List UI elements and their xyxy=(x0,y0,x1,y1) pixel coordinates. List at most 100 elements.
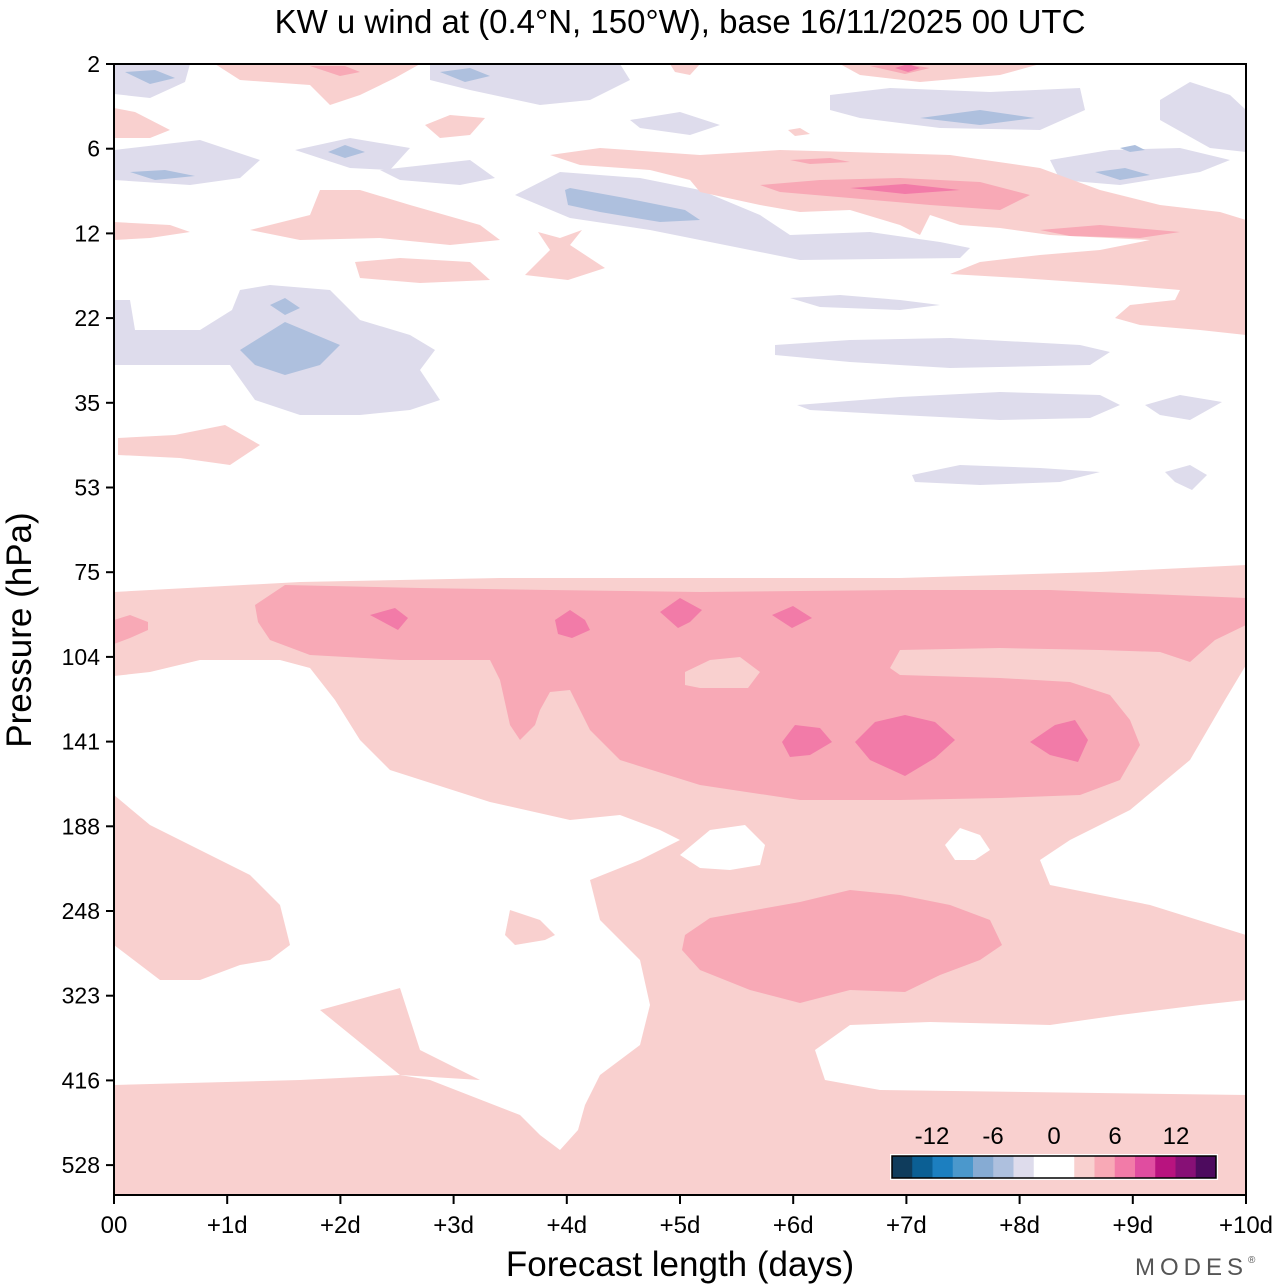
contour-light-purple-8 xyxy=(1160,82,1246,152)
contour-strat-pink-6 xyxy=(788,128,810,136)
contour-medium-pink-hole xyxy=(685,657,760,688)
y-tick-label: 528 xyxy=(62,1152,100,1178)
colorbar-swatch xyxy=(1054,1156,1075,1178)
y-tick-label: 2 xyxy=(87,51,100,77)
colorbar-swatch xyxy=(1155,1156,1176,1178)
x-tick-label: +5d xyxy=(660,1212,701,1239)
colorbar-tick-label: -12 xyxy=(915,1123,950,1150)
contour-light-pink-tongue xyxy=(320,988,480,1080)
colorbar-swatch xyxy=(912,1156,933,1178)
x-tick-label: +4d xyxy=(546,1212,587,1239)
contour-strat-mid-pink-1 xyxy=(760,178,1030,210)
colorbar-swatch xyxy=(1195,1156,1217,1178)
y-tick-label: 53 xyxy=(74,475,100,501)
contour-light-pink-left-lobe xyxy=(114,795,290,980)
colorbar-tick-label: -6 xyxy=(982,1123,1003,1150)
contour-light-purple-6 xyxy=(630,112,720,135)
x-tick-label: 00 xyxy=(101,1212,128,1239)
colorbar-swatch xyxy=(952,1156,974,1178)
colorbar-swatch xyxy=(1094,1156,1116,1178)
y-tick-label: 323 xyxy=(62,983,100,1009)
x-tick-label: +3d xyxy=(433,1212,474,1239)
contour-mid-purple-7 xyxy=(1095,168,1150,180)
colorbar-swatch xyxy=(973,1156,994,1178)
contour-mid-purple-5 xyxy=(565,188,700,222)
contour-mid-purple-1 xyxy=(125,70,175,84)
contour-mid-purple-9 xyxy=(270,298,300,315)
contour-deep-pink-3 xyxy=(660,598,702,628)
y-tick-label: 104 xyxy=(62,644,101,670)
contour-strat-pink-10 xyxy=(355,258,490,283)
contour-strat-mid-pink-5 xyxy=(310,66,360,76)
colorbar-swatch xyxy=(1114,1156,1136,1178)
plot-area xyxy=(114,64,1246,1195)
contour-medium-pink-left xyxy=(114,615,148,644)
colorbar-swatch xyxy=(1013,1156,1035,1178)
contour-mid-purple-10 xyxy=(240,322,340,375)
contour-strat-pink-1 xyxy=(215,64,420,105)
contour-white-hole-1 xyxy=(680,825,765,870)
y-tick-label: 188 xyxy=(62,813,100,839)
contour-light-pink-blob xyxy=(505,910,555,945)
contour-deep-pink-4 xyxy=(772,606,812,628)
y-axis-label: Pressure (hPa) xyxy=(0,512,39,747)
colorbar: -12 -6 0 6 12 xyxy=(890,1123,1218,1180)
colorbar-tick-label: 0 xyxy=(1047,1123,1060,1150)
y-tick-label: 22 xyxy=(74,305,100,331)
contour-strat-pink-2 xyxy=(114,108,170,138)
chart-title: KW u wind at (0.4°N, 150°W), base 16/11/… xyxy=(275,3,1086,40)
x-axis: 00 +1d +2d +3d +4d +5d +6d +7d +8d +9d +10d xyxy=(101,1195,1273,1239)
y-tick-label: 75 xyxy=(74,559,100,585)
contour-strat-pink-4 xyxy=(670,64,700,75)
y-axis: 2 6 12 22 35 53 75 104 141 188 248 323 416 528 xyxy=(62,51,114,1178)
colorbar-swatch xyxy=(892,1156,913,1178)
contour-light-purple-14 xyxy=(797,392,1120,420)
contour-white-hole-2 xyxy=(945,828,990,860)
contour-strat-pink-3 xyxy=(425,115,485,138)
colorbar-swatch xyxy=(993,1156,1014,1178)
x-axis-label: Forecast length (days) xyxy=(506,1245,854,1284)
contour-light-purple-9 xyxy=(1050,148,1230,185)
contour-strat-mid-pink-3 xyxy=(790,158,850,164)
contour-strat-pink-7 xyxy=(550,148,1246,335)
contour-medium-pink-lower xyxy=(682,890,1002,1003)
contour-strat-mid-pink-2 xyxy=(1040,225,1180,238)
y-tick-label: 416 xyxy=(62,1067,100,1093)
colorbar-frame xyxy=(891,1155,1217,1179)
colorbar-swatch xyxy=(1175,1156,1197,1178)
colorbar-tick-label: 6 xyxy=(1108,1123,1121,1150)
x-tick-label: +1d xyxy=(207,1212,248,1239)
contour-strat-deep-pink-2 xyxy=(895,64,920,72)
contour-deep-pink-7 xyxy=(1030,720,1088,762)
brand-logo: MODES® xyxy=(1135,1254,1260,1281)
contour-deep-pink-6 xyxy=(855,715,955,776)
contour-deep-pink-5 xyxy=(782,725,832,757)
contour-light-purple-10 xyxy=(515,172,970,260)
y-tick-label: 141 xyxy=(62,729,100,755)
x-tick-label: +7d xyxy=(886,1212,927,1239)
contour-mid-purple-2 xyxy=(440,68,490,82)
contour-light-purple-16 xyxy=(912,465,1100,485)
y-tick-label: 248 xyxy=(62,898,100,924)
contour-medium-pink-upper xyxy=(255,585,1246,800)
colorbar-swatch xyxy=(1074,1156,1095,1178)
x-tick-label: +10d xyxy=(1219,1212,1273,1239)
x-tick-label: +8d xyxy=(999,1212,1040,1239)
y-tick-label: 35 xyxy=(74,390,100,416)
x-tick-label: +9d xyxy=(1112,1212,1153,1239)
contour-mid-purple-3 xyxy=(130,170,195,180)
contour-light-purple-17 xyxy=(1165,465,1207,490)
contour-deep-pink-1 xyxy=(370,608,408,630)
contour-strat-deep-pink-1 xyxy=(850,184,960,194)
contour-mid-purple-4 xyxy=(328,145,365,158)
x-tick-label: +2d xyxy=(320,1212,361,1239)
colorbar-swatch xyxy=(1135,1156,1156,1178)
contour-strat-pink-8 xyxy=(250,190,500,245)
colorbar-tick-label: 12 xyxy=(1163,1123,1190,1150)
contour-deep-pink-2 xyxy=(555,610,590,638)
contour-mid-purple-6 xyxy=(920,110,1035,125)
contour-light-purple-5 xyxy=(380,160,495,185)
x-tick-label: +6d xyxy=(773,1212,814,1239)
colorbar-swatch xyxy=(932,1156,954,1178)
